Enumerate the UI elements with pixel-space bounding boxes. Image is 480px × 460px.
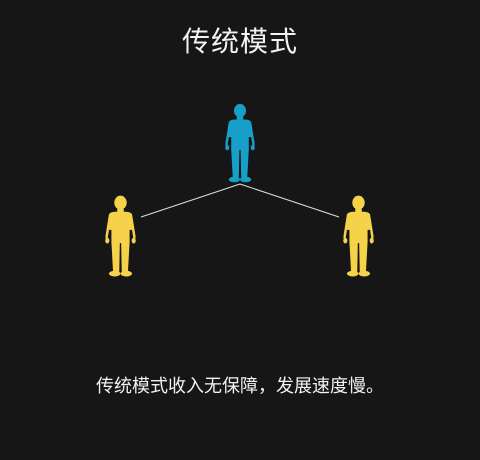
diagram-caption: 传统模式收入无保障，发展速度慢。	[96, 376, 384, 397]
center-person-icon	[225, 103, 255, 183]
right-person-icon	[343, 195, 374, 277]
connector-center-left	[140, 183, 241, 218]
diagram-title: 传统模式	[181, 25, 298, 58]
left-person-icon	[105, 195, 136, 277]
connector-center-right	[239, 183, 340, 218]
